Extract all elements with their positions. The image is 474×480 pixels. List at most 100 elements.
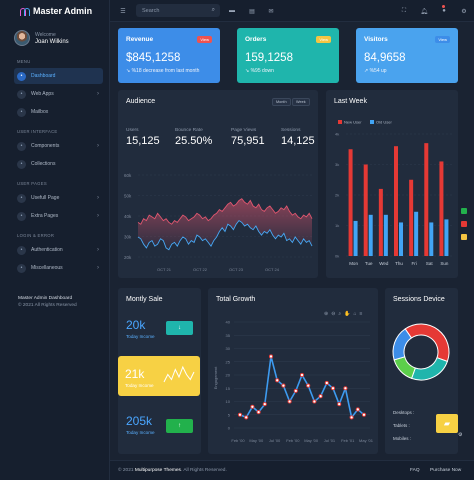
growth-point[interactable] — [337, 402, 342, 407]
stat-title: Visitors — [364, 36, 388, 43]
stat-change: %95 down — [250, 68, 274, 74]
growth-point[interactable] — [262, 402, 267, 407]
view-badge-button[interactable]: View — [435, 36, 450, 43]
sale-label: Today Income — [125, 383, 154, 388]
donut-slice-mobiles[interactable] — [393, 356, 416, 380]
growth-point[interactable] — [250, 404, 255, 409]
keyboard-icon[interactable]: ▤ — [249, 8, 255, 15]
sidebar-item-mailbox[interactable]: • Mailbox — [14, 104, 103, 120]
bar-new-user[interactable] — [394, 146, 398, 256]
faq-link[interactable]: FAQ — [410, 468, 420, 473]
bar-old-user[interactable] — [414, 211, 419, 256]
sidebar-item-extra-pages[interactable]: • Extra Pages › — [14, 208, 103, 224]
menu-toggle-icon[interactable]: ☰ — [120, 8, 126, 15]
bar-new-user[interactable] — [409, 179, 414, 256]
sidebar-item-web-apps[interactable]: • Web Apps › — [14, 86, 103, 102]
growth-point[interactable] — [293, 388, 298, 393]
side-widget-green-icon[interactable] — [461, 208, 467, 214]
settings-icon[interactable]: ⚙ — [461, 8, 467, 15]
user-icon[interactable]: ● — [442, 8, 446, 14]
search-input[interactable] — [142, 7, 202, 14]
y-axis-label: Engagement — [213, 366, 218, 390]
week-button[interactable]: Week — [292, 98, 310, 106]
stat-subtext: ↘ %95 down — [245, 68, 331, 74]
view-badge-button[interactable]: View — [316, 36, 331, 43]
sale-row-3: 205k Today Income — [126, 414, 155, 435]
growth-point[interactable] — [324, 380, 329, 385]
chevron-right-icon: › — [97, 91, 99, 97]
kpi-value: 25.50% — [175, 135, 213, 147]
zoom-select-icon[interactable]: ⌕ — [338, 311, 342, 317]
growth-point[interactable] — [349, 415, 354, 420]
zoom-out-icon[interactable]: ⊖ — [331, 311, 336, 317]
growth-point[interactable] — [299, 372, 305, 378]
growth-point[interactable] — [330, 386, 336, 391]
brand[interactable]: Master Admin — [0, 0, 109, 22]
bell-icon[interactable]: 🔔︎ — [420, 8, 428, 15]
growth-point[interactable] — [237, 412, 243, 417]
upload-button[interactable]: ↑ — [166, 419, 193, 433]
fullscreen-icon[interactable]: ⛶ — [401, 7, 407, 14]
audience-area-fill — [138, 198, 312, 250]
purchase-now-link[interactable]: Purchase Now — [430, 468, 462, 473]
view-badge-button[interactable]: View — [197, 36, 212, 43]
growth-point[interactable] — [244, 415, 249, 420]
month-button[interactable]: Month — [272, 98, 291, 106]
bar-new-user[interactable] — [378, 188, 383, 256]
avatar[interactable] — [14, 30, 30, 46]
file-icon: • — [17, 193, 26, 203]
bar-new-user[interactable] — [439, 161, 444, 256]
bar-old-user[interactable] — [399, 222, 403, 256]
bar-new-user[interactable] — [348, 149, 353, 256]
sidebar-item-authentication[interactable]: • Authentication › — [14, 242, 103, 258]
sidebar-item-miscellaneous[interactable]: • Miscellaneous › — [14, 260, 103, 276]
collection-icon: • — [17, 159, 26, 169]
reset-home-icon[interactable]: ⌂ — [353, 311, 357, 317]
growth-point[interactable] — [287, 399, 292, 404]
footer-year: © 2021 — [118, 468, 134, 473]
sidebar-item-dashboard[interactable]: • Dashboard — [14, 68, 103, 84]
user-profile[interactable]: Welcome Joan Wilkins — [0, 22, 109, 50]
growth-point[interactable] — [306, 383, 311, 388]
corner-settings-icon[interactable]: ⚙ — [458, 432, 463, 438]
legend-label: Old User — [376, 120, 392, 125]
folder-icon[interactable]: ▰ — [436, 414, 458, 433]
bar-new-user[interactable] — [363, 164, 368, 257]
chart-toolbar: ⊕ ⊖ ⌕ ✋ ⌂ ≡ — [324, 311, 362, 317]
side-widget-yellow-icon[interactable] — [461, 234, 467, 240]
sidebar-item-label: Miscellaneous — [31, 265, 63, 271]
bar-old-user[interactable] — [429, 222, 434, 256]
donut-slice-tablets[interactable] — [410, 357, 449, 381]
bar-old-user[interactable] — [444, 219, 449, 256]
footer-brand-link[interactable]: Multipurpose Themes — [134, 468, 181, 473]
growth-point[interactable] — [355, 407, 360, 412]
growth-point[interactable] — [361, 412, 367, 417]
bar-old-user[interactable] — [353, 220, 358, 256]
donut-slice-other[interactable] — [392, 328, 413, 361]
growth-point[interactable] — [343, 386, 348, 391]
search-icon[interactable]: ⌕ — [211, 7, 215, 13]
growth-point[interactable] — [281, 383, 286, 388]
footer-copyright: © 2021 Multipurpose Themes. All Rights R… — [118, 468, 227, 473]
donut-slice-desktops[interactable] — [404, 323, 450, 363]
inbox-icon[interactable]: ✉ — [268, 8, 274, 15]
bar-new-user[interactable] — [424, 143, 429, 256]
pan-icon[interactable]: ✋ — [344, 311, 351, 317]
growth-point[interactable] — [256, 410, 261, 415]
side-widget-red-icon[interactable] — [461, 221, 467, 227]
y-tick-label: 2k — [335, 193, 339, 198]
growth-point[interactable] — [312, 399, 317, 404]
growth-point[interactable] — [275, 378, 280, 383]
stat-change: %18 decrease from last month — [131, 68, 200, 74]
sidebar-item-usefull-page[interactable]: • Usefull Page › — [14, 190, 103, 206]
bar-old-user[interactable] — [368, 214, 373, 256]
download-button[interactable]: ↓ — [166, 321, 193, 335]
sidebar-item-components[interactable]: • Components › — [14, 138, 103, 154]
sidebar-item-collections[interactable]: • Collections — [14, 156, 103, 172]
zoom-in-icon[interactable]: ⊕ — [324, 311, 329, 317]
chart-menu-icon[interactable]: ≡ — [359, 311, 363, 317]
card-icon[interactable]: ▬ — [229, 8, 235, 14]
growth-point[interactable] — [268, 354, 274, 359]
growth-point[interactable] — [318, 394, 323, 399]
bar-old-user[interactable] — [383, 214, 388, 256]
